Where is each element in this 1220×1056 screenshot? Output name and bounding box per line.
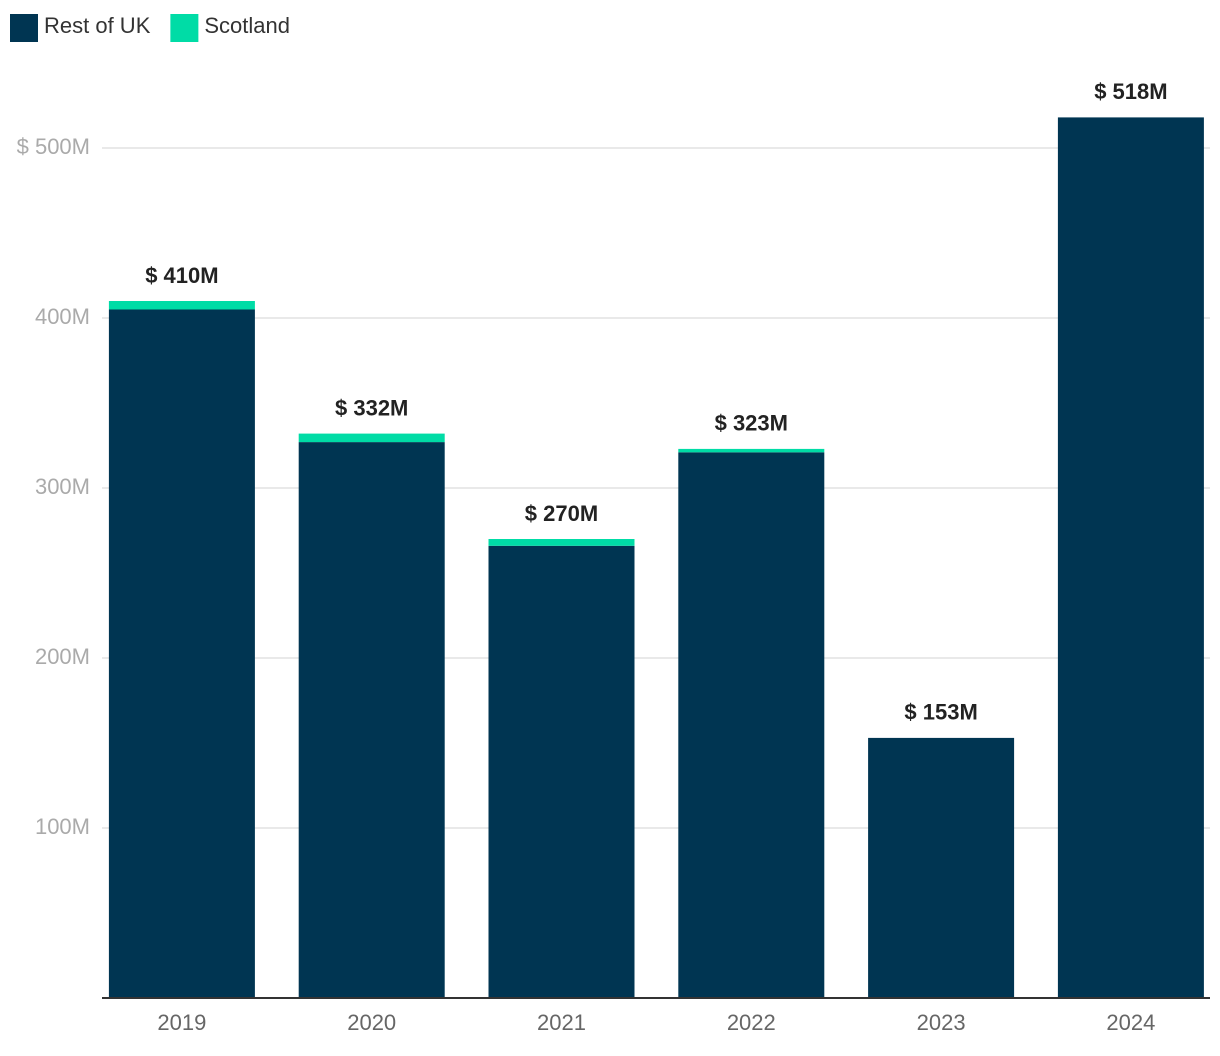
legend-label: Rest of UK bbox=[44, 13, 151, 38]
bar-segment bbox=[488, 539, 635, 546]
x-tick-label: 2024 bbox=[1106, 1010, 1155, 1035]
bar-segment bbox=[298, 442, 445, 999]
bar-segment bbox=[108, 301, 255, 310]
legend-swatch bbox=[170, 14, 199, 42]
legend-swatch bbox=[10, 14, 38, 42]
y-tick-label: 400M bbox=[35, 304, 90, 329]
bar-segment bbox=[678, 452, 825, 998]
x-tick-label: 2020 bbox=[347, 1010, 396, 1035]
bar-segment bbox=[488, 545, 635, 998]
x-tick-label: 2019 bbox=[157, 1010, 206, 1035]
bar-segment bbox=[678, 448, 825, 453]
y-tick-label: $ 500M bbox=[17, 134, 90, 159]
total-label: $ 518M bbox=[1094, 79, 1167, 104]
x-tick-label: 2021 bbox=[537, 1010, 586, 1035]
bar-segment bbox=[1057, 117, 1204, 998]
bar-segment bbox=[868, 737, 1015, 998]
y-tick-label: 200M bbox=[35, 644, 90, 669]
total-label: $ 332M bbox=[335, 395, 408, 420]
total-label: $ 153M bbox=[904, 700, 977, 725]
total-label: $ 410M bbox=[145, 263, 218, 288]
legend-label: Scotland bbox=[204, 13, 290, 38]
bar-segment bbox=[108, 309, 255, 998]
y-tick-label: 300M bbox=[35, 474, 90, 499]
total-label: $ 270M bbox=[525, 501, 598, 526]
total-label: $ 323M bbox=[715, 411, 788, 436]
x-tick-label: 2023 bbox=[917, 1010, 966, 1035]
bar-segment bbox=[298, 433, 445, 443]
x-tick-label: 2022 bbox=[727, 1010, 776, 1035]
y-tick-label: 100M bbox=[35, 814, 90, 839]
